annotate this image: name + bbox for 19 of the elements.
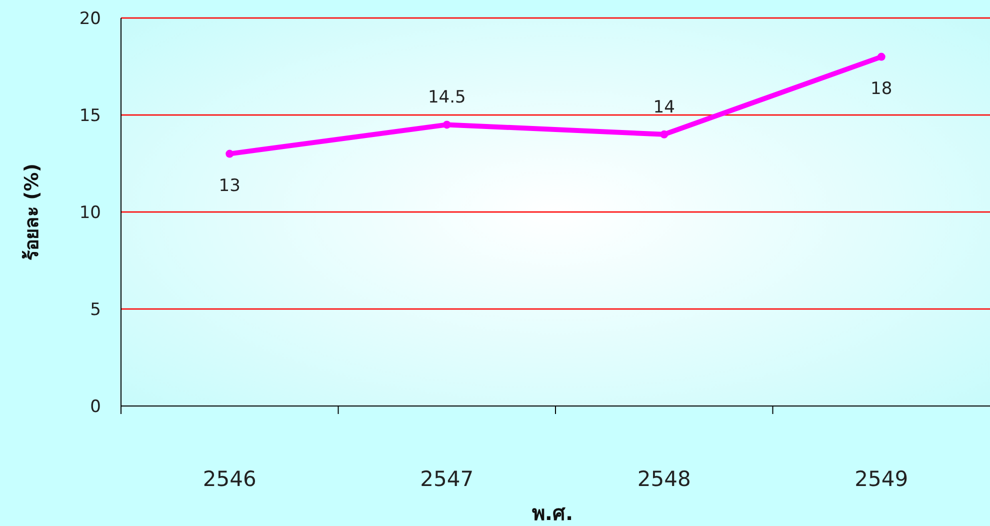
x-tick-label: 2548 — [637, 467, 691, 491]
y-tick-label: 0 — [90, 397, 101, 417]
point — [660, 130, 668, 138]
data-label: 14 — [653, 97, 675, 118]
point — [226, 150, 234, 158]
y-tick-label: 10 — [79, 203, 101, 223]
x-tick-label: 2549 — [854, 467, 908, 491]
data-label: 14.5 — [428, 88, 466, 108]
y-axis-title: ร้อยละ (%) — [21, 163, 43, 261]
point — [877, 52, 886, 61]
x-tick-label: 2546 — [202, 467, 256, 491]
data-label: 18 — [870, 78, 892, 99]
data-label: 13 — [218, 176, 240, 196]
y-tick-label: 5 — [90, 300, 101, 320]
y-tick-label: 20 — [79, 9, 101, 29]
point — [442, 120, 451, 129]
x-tick-label: 2547 — [420, 467, 474, 491]
x-axis-title: พ.ศ. — [532, 501, 574, 525]
y-tick-label: 15 — [79, 106, 101, 126]
